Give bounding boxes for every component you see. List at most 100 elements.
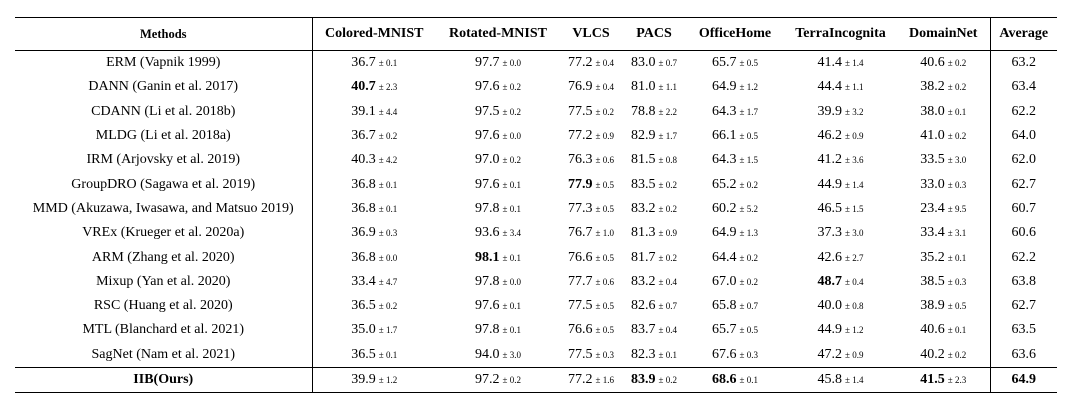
result-value: 39.9 [351, 372, 376, 387]
table-row: IIB(Ours) 39.9 ± 1.2 97.2 ± 0.2 77.2 ± 1.6 83.9… [15, 366, 1057, 394]
result-std: ± 0.4 [658, 325, 677, 336]
result-value: 82.9 [631, 128, 656, 144]
result-std: ± 0.3 [947, 276, 967, 287]
result-value: 41.4 [817, 55, 843, 71]
result-std: ± 0.0 [502, 58, 521, 69]
result-std: ± 3.1 [947, 228, 967, 239]
result-std: ± 0.1 [947, 325, 967, 336]
result-std: ± 3.0 [845, 228, 864, 239]
result-value: 76.6 [568, 249, 593, 265]
result-std: ± 4.7 [378, 276, 398, 287]
result-value: 67.6 [712, 346, 737, 362]
result-cell: 33.4 ± 3.1 [897, 221, 991, 246]
table-row: IRM (Arjovsky et al. 2019) 40.3 ± 4.2 97.0 ±… [15, 148, 1057, 173]
result-std: ± 2.7 [845, 252, 864, 263]
result-cell: 76.7 ± 1.0 [560, 221, 622, 245]
result-value: 64.3 [712, 152, 737, 168]
method-name: SagNet (Nam et al. 2021) [15, 342, 313, 368]
header-domainnet: DomainNet [897, 17, 991, 51]
result-value: 83.2 [631, 273, 656, 289]
result-value: 40.6 [920, 322, 945, 338]
result-std: ± 0.1 [739, 375, 758, 385]
result-value: 76.7 [568, 225, 593, 241]
result-value: 97.6 [475, 128, 500, 144]
result-cell: 40.6 ± 0.2 [897, 50, 991, 76]
result-std: ± 1.2 [739, 82, 758, 93]
result-std: ± 0.2 [947, 58, 967, 69]
result-cell: 33.5 ± 3.0 [897, 148, 991, 173]
result-value: 33.4 [351, 273, 376, 289]
result-cell: 83.9 ± 0.2 [622, 366, 686, 394]
result-value: 40.2 [920, 346, 945, 362]
result-std: ± 0.2 [658, 252, 677, 263]
average-cell: 63.2 [1011, 55, 1037, 71]
result-value: 40.6 [920, 55, 945, 71]
result-std: ± 1.4 [845, 375, 864, 385]
header-row: Methods Colored-MNIST Rotated-MNIST VLCS… [15, 17, 1057, 51]
result-cell: 78.8 ± 2.2 [622, 100, 686, 124]
header-average: Average [990, 17, 1057, 51]
result-value: 36.8 [351, 200, 376, 216]
result-cell: 93.6 ± 3.4 [436, 221, 560, 245]
result-value: 60.2 [712, 200, 737, 216]
result-cell: 77.2 ± 0.4 [560, 51, 622, 76]
result-std: ± 0.1 [378, 179, 398, 190]
result-cell: 77.5 ± 0.3 [560, 343, 622, 368]
result-std: ± 0.1 [502, 301, 521, 312]
table-row: MLDG (Li et al. 2018a) 36.7 ± 0.2 97.6 ± 0.0… [15, 123, 1057, 149]
result-std: ± 0.5 [595, 203, 614, 214]
average-cell: 60.7 [1011, 200, 1037, 216]
result-std: ± 0.3 [947, 179, 967, 190]
result-value: 76.6 [568, 322, 593, 338]
result-std: ± 0.2 [739, 179, 758, 190]
result-std: ± 0.5 [739, 58, 758, 69]
result-std: ± 1.0 [595, 228, 614, 239]
result-std: ± 0.2 [502, 106, 521, 117]
result-cell: 39.9 ± 1.2 [312, 366, 436, 394]
average-cell: 62.0 [1011, 152, 1037, 168]
result-std: ± 0.5 [739, 131, 758, 142]
result-cell: 64.4 ± 0.2 [686, 245, 784, 269]
result-value: 47.2 [817, 346, 843, 362]
result-std: ± 1.7 [658, 131, 677, 142]
result-cell: 65.7 ± 0.5 [686, 51, 784, 76]
result-std: ± 1.5 [739, 155, 758, 166]
result-value: 48.7 [817, 273, 843, 289]
result-value: 38.9 [920, 298, 945, 314]
result-value: 33.5 [920, 152, 945, 168]
method-name: CDANN (Li et al. 2018b) [15, 99, 313, 124]
result-value: 42.6 [817, 249, 843, 265]
result-value: 78.8 [631, 103, 656, 119]
result-value: 23.4 [920, 200, 945, 216]
result-value: 66.1 [712, 128, 737, 144]
result-value: 41.5 [920, 372, 945, 387]
result-cell: 83.7 ± 0.4 [622, 318, 686, 342]
result-cell: 42.6 ± 2.7 [784, 245, 897, 269]
result-std: ± 0.2 [658, 179, 677, 190]
method-name: MLDG (Li et al. 2018a) [15, 123, 313, 149]
result-std: ± 0.9 [845, 349, 864, 360]
result-cell: 83.0 ± 0.7 [622, 51, 686, 76]
result-cell: 35.0 ± 1.7 [312, 318, 436, 342]
result-cell: 81.0 ± 1.1 [622, 75, 686, 99]
result-value: 39.1 [351, 103, 376, 119]
result-value: 46.5 [817, 200, 843, 216]
result-std: ± 9.5 [947, 203, 967, 214]
result-value: 98.1 [475, 249, 500, 265]
result-value: 81.3 [631, 225, 656, 241]
average-cell: 60.6 [1011, 225, 1037, 241]
result-std: ± 0.1 [502, 179, 521, 190]
result-cell: 64.3 ± 1.5 [686, 148, 784, 172]
result-std: ± 0.1 [378, 58, 398, 69]
result-value: 64.9 [712, 79, 737, 95]
result-cell: 60.2 ± 5.2 [686, 197, 784, 221]
result-std: ± 0.0 [502, 276, 521, 287]
result-value: 81.0 [631, 79, 656, 95]
result-value: 44.9 [817, 322, 843, 338]
table-row: MTL (Blanchard et al. 2021) 35.0 ± 1.7 97.8… [15, 318, 1057, 343]
result-std: ± 0.4 [595, 58, 614, 69]
result-cell: 40.6 ± 0.1 [897, 318, 991, 343]
result-value: 64.4 [712, 249, 737, 265]
result-cell: 36.7 ± 0.1 [312, 51, 436, 76]
result-value: 40.0 [817, 298, 843, 314]
